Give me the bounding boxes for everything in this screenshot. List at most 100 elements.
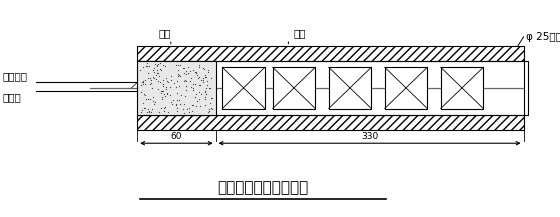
Point — [202, 93, 211, 96]
Point — [142, 64, 151, 67]
Point — [148, 95, 157, 99]
Point — [173, 92, 182, 95]
Point — [138, 101, 147, 105]
Point — [174, 74, 183, 77]
Point — [156, 80, 165, 83]
Point — [179, 66, 188, 70]
Point — [188, 109, 197, 113]
Point — [180, 78, 189, 82]
Point — [153, 62, 162, 66]
Point — [194, 76, 203, 79]
Point — [149, 99, 158, 103]
Point — [162, 87, 171, 91]
Point — [157, 89, 166, 93]
Point — [144, 64, 153, 68]
Bar — [137, 115, 524, 130]
Point — [167, 100, 176, 104]
Point — [158, 84, 167, 88]
Text: 炮泥: 炮泥 — [159, 28, 171, 38]
Point — [187, 103, 196, 107]
Point — [187, 85, 196, 89]
Point — [149, 69, 158, 72]
Point — [150, 62, 159, 66]
Point — [199, 76, 208, 80]
Point — [166, 93, 175, 97]
Point — [158, 97, 167, 100]
Point — [150, 76, 158, 80]
Point — [152, 73, 161, 77]
Point — [203, 83, 212, 87]
Point — [162, 92, 171, 95]
Bar — [329, 67, 371, 108]
Point — [184, 65, 193, 68]
Point — [198, 67, 207, 70]
Point — [191, 82, 200, 85]
Bar — [222, 67, 265, 108]
Point — [146, 76, 155, 80]
Point — [144, 76, 153, 80]
Point — [150, 71, 159, 74]
Point — [200, 74, 209, 77]
Point — [172, 109, 181, 112]
Point — [164, 81, 173, 84]
Point — [158, 78, 167, 82]
Point — [172, 102, 181, 106]
Point — [204, 69, 213, 72]
Point — [140, 82, 149, 86]
Point — [190, 95, 199, 99]
Point — [157, 89, 166, 93]
Point — [171, 103, 180, 107]
Bar — [385, 67, 427, 108]
Point — [152, 71, 161, 75]
Text: 330: 330 — [361, 132, 378, 141]
Point — [174, 63, 183, 66]
Point — [141, 79, 150, 82]
Point — [195, 66, 204, 69]
Point — [142, 62, 151, 65]
Point — [176, 102, 185, 106]
Point — [148, 86, 157, 89]
Point — [192, 105, 200, 108]
Point — [160, 92, 169, 96]
Point — [155, 62, 164, 65]
Bar — [137, 61, 216, 115]
Point — [137, 80, 146, 84]
Point — [172, 99, 181, 102]
Point — [143, 107, 152, 110]
Point — [143, 97, 152, 101]
Point — [174, 73, 183, 76]
Point — [144, 71, 153, 75]
Point — [205, 107, 214, 110]
Point — [180, 71, 189, 75]
Point — [207, 108, 216, 111]
Point — [139, 83, 148, 86]
Point — [175, 84, 184, 87]
Point — [173, 68, 182, 72]
Point — [157, 69, 166, 72]
Point — [152, 77, 161, 81]
Point — [158, 90, 167, 93]
Point — [171, 64, 180, 67]
Point — [169, 98, 178, 101]
Point — [186, 69, 195, 72]
Point — [153, 79, 162, 82]
Point — [201, 92, 210, 96]
Point — [162, 93, 171, 96]
Point — [182, 85, 191, 88]
Point — [153, 68, 162, 72]
Point — [138, 108, 147, 112]
Point — [163, 79, 172, 82]
Point — [181, 88, 190, 92]
Point — [196, 79, 205, 82]
Point — [200, 95, 209, 99]
Point — [155, 74, 164, 78]
Point — [202, 86, 211, 89]
Point — [206, 101, 215, 105]
Point — [191, 70, 200, 74]
Point — [138, 66, 147, 69]
Point — [153, 71, 162, 74]
Point — [195, 97, 204, 100]
Point — [192, 73, 201, 77]
Point — [155, 110, 164, 114]
Point — [204, 87, 213, 90]
